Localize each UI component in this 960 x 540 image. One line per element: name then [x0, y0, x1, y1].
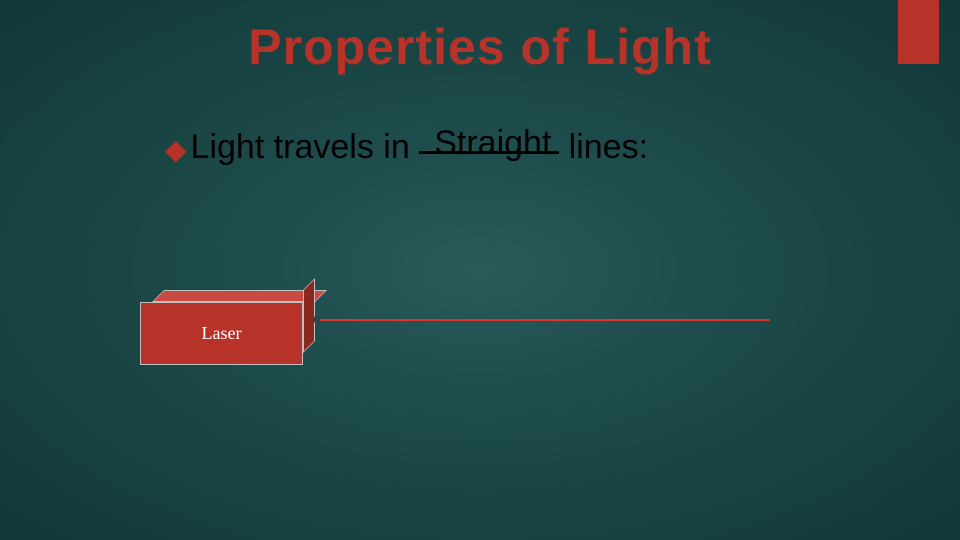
blank-word: Straight	[434, 124, 551, 163]
laser-box: Laser	[140, 290, 315, 365]
laser-beam	[320, 319, 770, 321]
bullet-line: ◆Light travels in Straight lines:	[165, 128, 648, 167]
laser-box-side-face	[303, 278, 315, 353]
diamond-bullet-icon: ◆	[165, 134, 187, 165]
laser-emitter-dot	[313, 316, 320, 323]
page-title: Properties of Light	[0, 18, 960, 76]
laser-box-top-face	[152, 290, 327, 302]
bullet-suffix: lines:	[559, 128, 648, 166]
blank-underline	[419, 151, 559, 154]
bullet-prefix: Light travels in	[191, 128, 420, 166]
blank-container: Straight	[419, 128, 559, 167]
laser-box-front-face: Laser	[140, 302, 303, 365]
laser-label: Laser	[202, 323, 242, 344]
